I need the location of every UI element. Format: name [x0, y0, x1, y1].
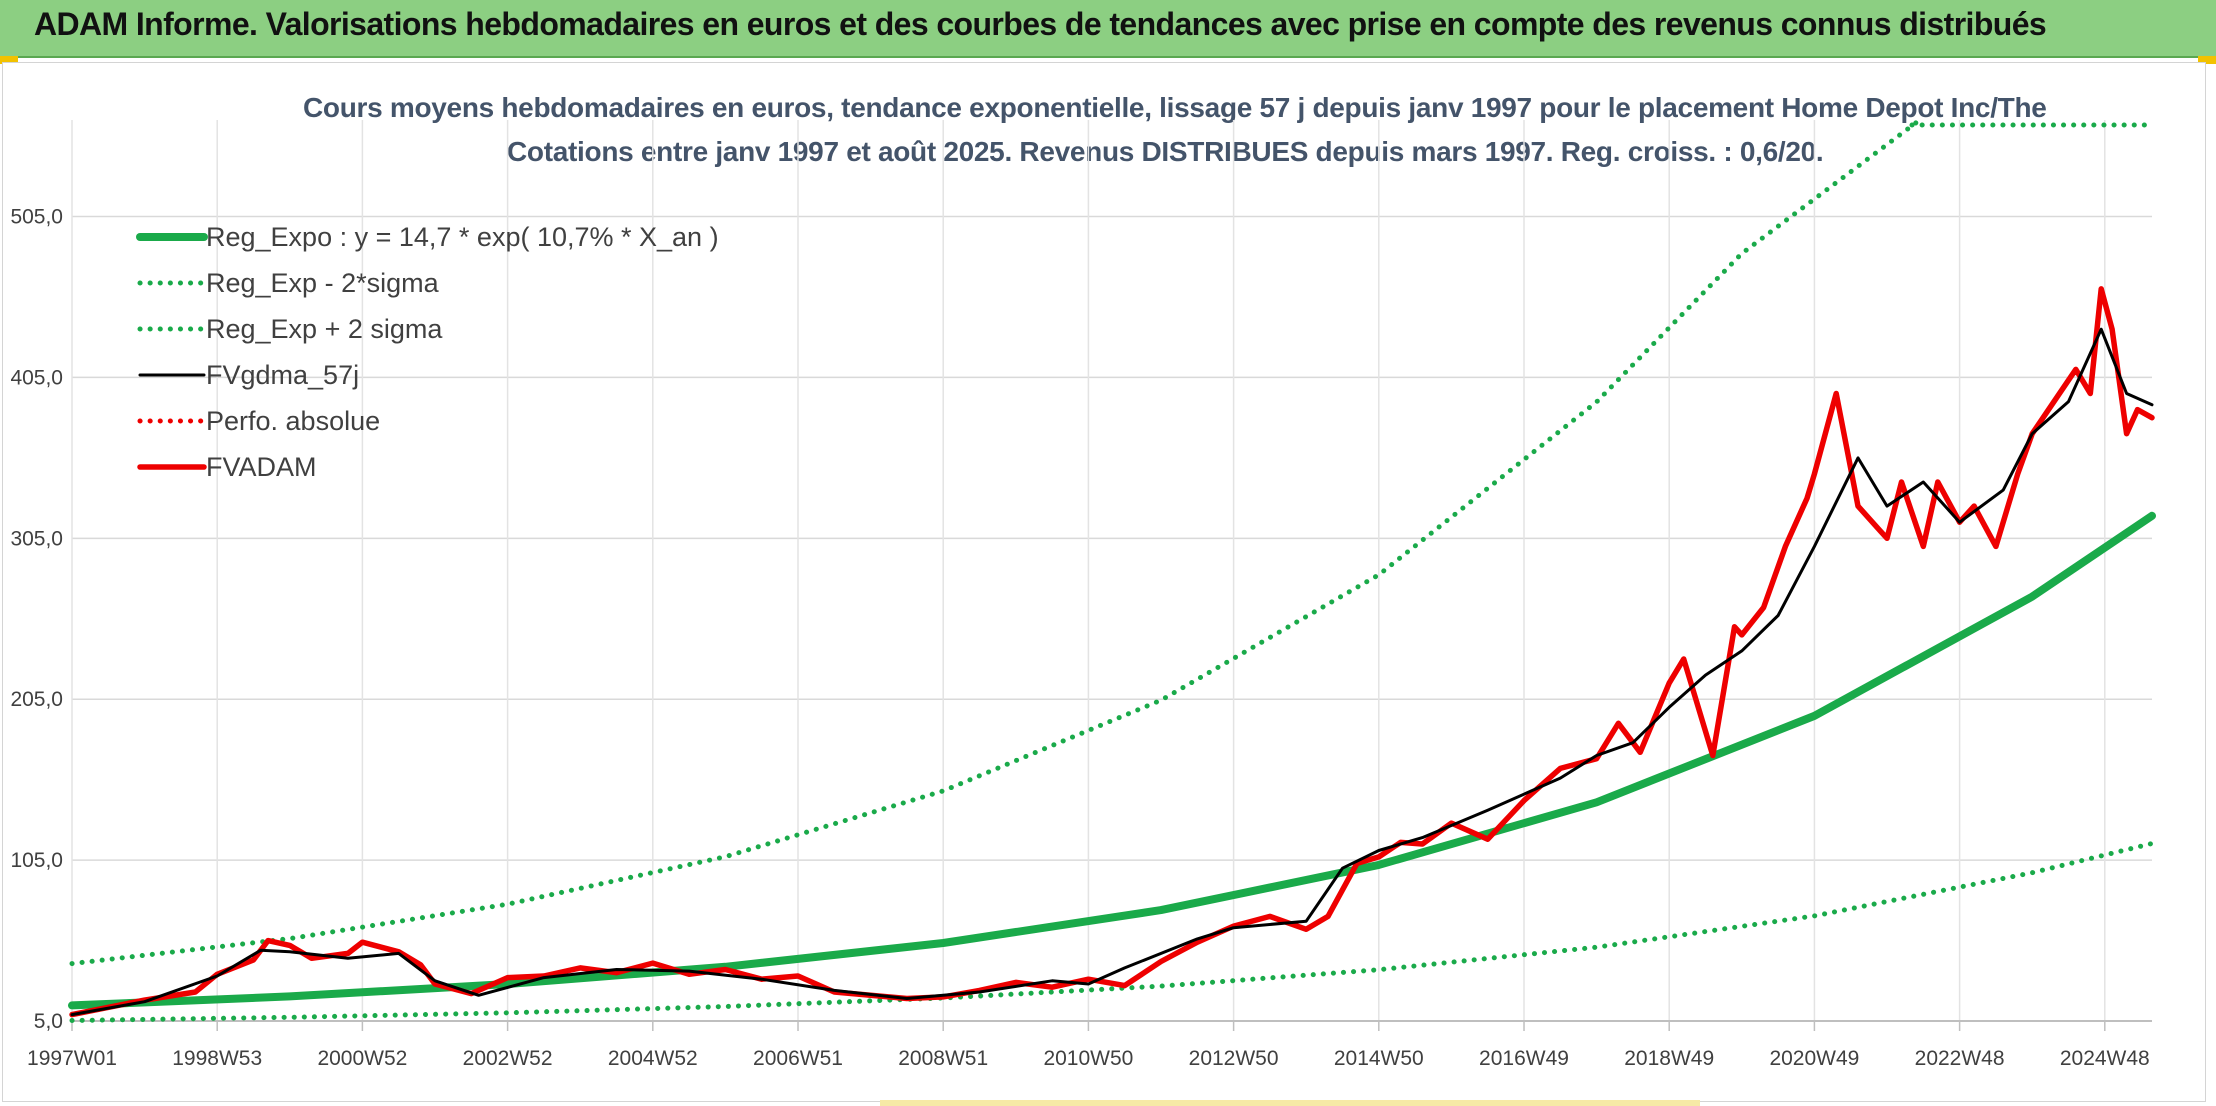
- series-line-1: [69, 841, 2155, 1023]
- x-tick-label: 2000W52: [317, 1047, 407, 1070]
- x-tick-label: 2004W52: [608, 1047, 698, 1070]
- series-line-3: [70, 327, 2154, 1017]
- y-tick-label: 105,0: [10, 849, 63, 872]
- x-tick-label: 2024W48: [2060, 1047, 2150, 1070]
- bottom-scroll-strip: [880, 1100, 1700, 1106]
- corner-accent-left: [0, 56, 18, 64]
- x-axis: 1997W01 1998W53 2000W52 2002W52 2004W52 2006W…: [27, 1020, 2152, 1070]
- y-tick-label: 305,0: [10, 527, 63, 550]
- y-tick-label: 5,0: [34, 1010, 63, 1033]
- legend-label: FVADAM: [206, 452, 317, 482]
- y-tick-label: 405,0: [10, 366, 63, 389]
- chart-title-line2: Cotations entre janv 1997 et août 2025. …: [507, 136, 1824, 167]
- x-tick-label: 2022W48: [1915, 1047, 2005, 1070]
- chart-area: [2, 62, 2206, 1102]
- y-axis: 5,0 105,0 205,0 305,0 405,0 505,0: [10, 206, 63, 1033]
- legend-label: Reg_Exp - 2*sigma: [206, 268, 440, 298]
- report-header-bar: ADAM Informe. Valorisations hebdomadaire…: [0, 0, 2216, 58]
- legend-label: FVgdma_57j: [206, 360, 359, 390]
- x-tick-label: 2010W50: [1043, 1047, 1133, 1070]
- x-tick-label: 1997W01: [27, 1047, 117, 1070]
- chart-title-line1: Cours moyens hebdomadaires en euros, ten…: [303, 92, 2047, 123]
- x-tick-label: 2012W50: [1189, 1047, 1279, 1070]
- x-tick-label: 1998W53: [172, 1047, 262, 1070]
- chart-grid: [71, 120, 2152, 1022]
- x-tick-label: 2014W50: [1334, 1047, 1424, 1070]
- series-line-5: [69, 286, 2155, 1018]
- x-tick-label: 2018W49: [1624, 1047, 1714, 1070]
- legend-label: Reg_Expo : y = 14,7 * exp( 10,7% * X_an …: [206, 222, 719, 252]
- chart-legend: Reg_Expo : y = 14,7 * exp( 10,7% * X_an …: [136, 222, 719, 482]
- series-line-0: [68, 511, 2156, 1010]
- report-title: ADAM Informe. Valorisations hebdomadaire…: [34, 6, 2047, 42]
- legend-label: Perfo. absolue: [206, 406, 380, 436]
- chart-series: [68, 117, 2156, 1023]
- legend-label: Reg_Exp + 2 sigma: [206, 314, 443, 344]
- x-tick-label: 2020W49: [1769, 1047, 1859, 1070]
- x-tick-label: 2002W52: [463, 1047, 553, 1070]
- y-tick-label: 205,0: [10, 688, 63, 711]
- x-tick-label: 2016W49: [1479, 1047, 1569, 1070]
- x-tick-label: 2006W51: [753, 1047, 843, 1070]
- corner-accent-right: [2198, 56, 2216, 64]
- series-line-2: [69, 117, 1923, 967]
- y-tick-label: 505,0: [10, 206, 63, 229]
- x-tick-label: 2008W51: [898, 1047, 988, 1070]
